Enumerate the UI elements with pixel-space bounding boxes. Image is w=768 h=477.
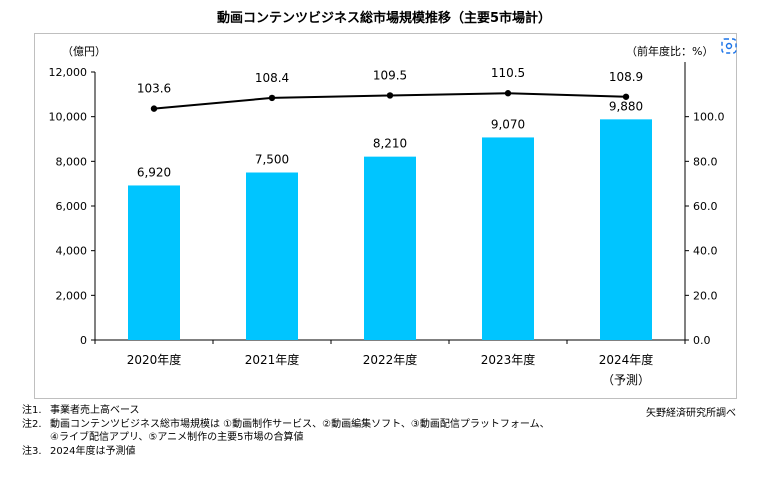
x-category-label: 2021年度 <box>245 352 300 367</box>
left-tick-label: 6,000 <box>56 200 88 213</box>
left-axis-unit-label: （億円） <box>62 45 106 58</box>
bar <box>246 172 298 340</box>
lens-icon[interactable] <box>720 37 738 55</box>
left-tick-label: 10,000 <box>49 111 88 124</box>
footnotes: 注1. 事業者売上高ベース 注2. 動画コンテンツビジネス総市場規模は ①動画制作サー… <box>22 404 752 458</box>
left-tick-label: 8,000 <box>56 155 88 168</box>
yoy-value-label: 108.9 <box>609 70 643 84</box>
footnote-line: ④ライブ配信アプリ、⑤アニメ制作の主要5市場の合算値 <box>22 431 752 445</box>
bar <box>600 119 652 340</box>
footnote-label <box>22 431 50 445</box>
right-tick-label: 20.0 <box>693 289 718 302</box>
bar <box>128 185 180 340</box>
yoy-value-label: 108.4 <box>255 71 289 85</box>
source-credit: 矢野経済研究所調べ <box>646 408 736 419</box>
yoy-value-label: 110.5 <box>491 66 525 80</box>
right-tick-label: 40.0 <box>693 245 718 258</box>
footnote-text: 事業者売上高ベース <box>50 405 140 416</box>
left-tick-label: 2,000 <box>56 289 88 302</box>
left-tick-label: 12,000 <box>49 66 88 79</box>
footnote-label: 注2. <box>22 418 42 430</box>
footnote-text: 動画コンテンツビジネス総市場規模は ①動画制作サービス、②動画編集ソフト、③動画… <box>50 418 550 430</box>
x-category-label: 2020年度 <box>127 352 182 367</box>
yoy-point <box>622 93 630 100</box>
chart-title: 動画コンテンツビジネス総市場規模推移（主要5市場計） <box>216 11 552 26</box>
bar <box>364 156 416 340</box>
bar <box>482 137 534 340</box>
left-tick-label: 4,000 <box>56 245 88 258</box>
right-tick-label: 100.0 <box>693 111 725 124</box>
bar-value-label: 6,920 <box>137 165 171 179</box>
yoy-value-label: 103.6 <box>137 82 171 96</box>
left-tick-label: 0 <box>80 334 87 347</box>
footnote-label: 注1. <box>22 405 42 416</box>
yoy-point <box>386 92 394 99</box>
footnote-text: ④ライブ配信アプリ、⑤アニメ制作の主要5市場の合算値 <box>50 432 304 443</box>
yoy-point <box>150 105 158 112</box>
footnote-line: 注1. 事業者売上高ベース <box>22 404 752 418</box>
bar-value-label: 9,070 <box>491 117 525 131</box>
chart-svg: 0 2,000 4,000 6,000 8,000 10,000 12,000 0.0 20.0… <box>49 44 725 387</box>
x-category-sublabel: （予測） <box>602 373 650 387</box>
x-category-label: 2023年度 <box>481 352 536 367</box>
bar-value-label: 8,210 <box>373 137 407 151</box>
right-tick-label: 0.0 <box>693 334 711 347</box>
x-category-label: 2022年度 <box>363 352 418 367</box>
yoy-point <box>268 94 276 102</box>
bar-value-label: 7,500 <box>255 153 289 167</box>
chart-frame <box>34 33 737 399</box>
bar-value-label: 9,880 <box>609 99 643 113</box>
yoy-point <box>504 90 512 97</box>
right-tick-label: 80.0 <box>693 155 718 168</box>
footnote-line: 注3. 2024年度は予測値 <box>22 445 752 459</box>
right-tick-label: 60.0 <box>693 200 718 213</box>
yoy-value-label: 109.5 <box>373 68 407 82</box>
footnote-label: 注3. <box>22 445 42 457</box>
x-category-label: 2024年度 <box>599 352 654 367</box>
footnote-text: 2024年度は予測値 <box>50 445 136 457</box>
footnote-line: 注2. 動画コンテンツビジネス総市場規模は ①動画制作サービス、②動画編集ソフト、… <box>22 418 752 432</box>
right-axis-unit-label: （前年度比：%） <box>626 44 713 58</box>
